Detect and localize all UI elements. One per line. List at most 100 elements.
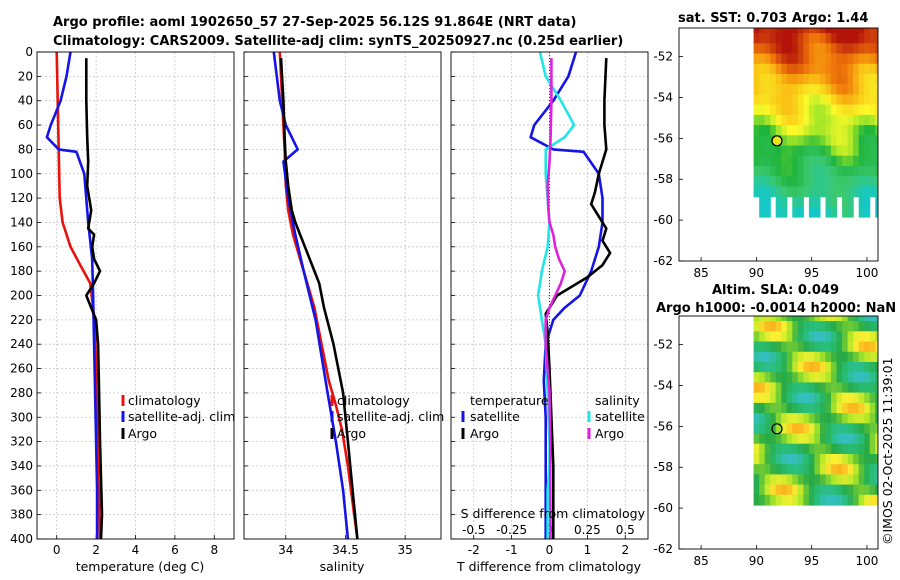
sla_map-cell (797, 331, 804, 343)
sla_map-cell (842, 474, 849, 486)
sst_map-cell (842, 155, 849, 167)
sla_map-cell (792, 316, 799, 322)
sla_map-cell (808, 372, 815, 383)
sst_map-cell (825, 125, 832, 136)
sla_map-cell (814, 454, 821, 465)
sla_map-cell (842, 423, 849, 435)
sst_map-cell (781, 74, 788, 85)
sst_map-cell (869, 63, 876, 75)
sst_map-cell (831, 114, 838, 126)
sst_map-cell (803, 28, 810, 34)
sla_map-cell (759, 316, 766, 322)
sla-map-title-line1: Altim. SLA: 0.049 (712, 283, 839, 298)
sla_map-cell (764, 402, 771, 414)
sst_map-cell (770, 155, 777, 167)
sla_map-cell (847, 362, 854, 373)
sla_map-cell (786, 362, 793, 373)
sla_map-cell (770, 341, 777, 353)
sst_map-cell (786, 74, 793, 85)
sst_map-cell (847, 53, 854, 65)
sla_map-cell (853, 392, 860, 404)
sst_map-cell (853, 53, 860, 65)
sst_map-cell (825, 28, 832, 34)
sla_map-cell (781, 316, 788, 322)
sla_map-cell (770, 454, 777, 465)
sst_map-cell (875, 53, 878, 65)
sst_map-cell (797, 186, 804, 198)
sla_map-cell (869, 316, 876, 322)
legend-label-satellite: satellite-adj. clim (337, 409, 444, 424)
sla_map-cell (847, 464, 854, 475)
sla_map-cell (847, 351, 854, 363)
sst_map-cell (797, 114, 804, 126)
sst_map-cell (759, 186, 766, 198)
sst_map-cell (875, 206, 878, 218)
sla_map-cell (842, 464, 849, 475)
sla_map-cell (869, 341, 876, 353)
difference-xtick-label: 0 (546, 543, 554, 557)
sla_map-cell (836, 454, 843, 465)
sst_map-cell (836, 28, 843, 34)
temperature-line-argo (85, 58, 104, 539)
sst_map-cell (869, 186, 876, 198)
sst_map-cell (775, 155, 782, 167)
sst_map-lat-label: -60 (653, 213, 673, 227)
sst_map-cell (825, 33, 832, 44)
sst_map-cell (836, 74, 843, 85)
sst_map-cell (864, 74, 871, 85)
sla_map-cell (831, 372, 838, 383)
sla_map-cell (759, 484, 766, 496)
sst_map-cell (808, 33, 815, 44)
sst_map-cell (764, 74, 771, 85)
sst_map-cell (808, 196, 815, 208)
sst_map-cell (764, 186, 771, 198)
sla_map-frame (678, 315, 879, 550)
temperature-series-group (45, 52, 104, 539)
sst_map-cell (842, 43, 849, 55)
sst_map-cell (781, 114, 788, 126)
sla_map-cell (781, 433, 788, 445)
sst_map-cell (781, 28, 788, 34)
sla_map-cell (764, 392, 771, 404)
sst_map-cell (797, 155, 804, 167)
sst_map-cell (764, 155, 771, 167)
sla_map-cell (847, 433, 854, 445)
sla_map-cell (875, 392, 878, 404)
sst_map-cell (792, 196, 799, 208)
sla_map-cell (764, 474, 771, 486)
difference-xtick-label: -2 (468, 543, 480, 557)
sst_map-cell (853, 104, 860, 116)
depth-tick-label: 260 (10, 362, 33, 376)
sla_map-cell (753, 402, 760, 414)
sst_map-cell (792, 94, 799, 106)
sst_map-cell (820, 63, 827, 75)
sst_map-cell (814, 186, 821, 198)
sla_map-cell (792, 474, 799, 486)
sst_map-cell (836, 114, 843, 126)
sla_map-cell (858, 474, 865, 486)
sla_map-cell (825, 351, 832, 363)
sla_map-cell (764, 351, 771, 363)
temperature-xtick-label: 0 (53, 543, 61, 557)
sla_map-cell (858, 494, 865, 506)
sla_map-cell (770, 316, 777, 322)
sla_map-cell (858, 362, 865, 373)
sst_map-cell (858, 63, 865, 75)
sst_map-cell (864, 94, 871, 106)
sla_map-cell (847, 484, 854, 496)
sla_map-cell (775, 423, 782, 435)
sla_map-cell (786, 494, 793, 506)
sla_map-cell (808, 341, 815, 353)
sst_map-cell (875, 125, 878, 136)
sla_map-cell (864, 443, 871, 455)
sst_map-cell (770, 94, 777, 106)
sla_map-cell (831, 316, 838, 322)
sst_map-cell (842, 94, 849, 106)
sla_map-cell (770, 443, 777, 455)
sla_map-cell (825, 423, 832, 435)
sst_map-cell (753, 135, 760, 147)
sst_map-cell (847, 84, 854, 95)
sla_map-lat-label: -56 (653, 419, 673, 433)
depth-tick-label: 220 (10, 313, 33, 327)
